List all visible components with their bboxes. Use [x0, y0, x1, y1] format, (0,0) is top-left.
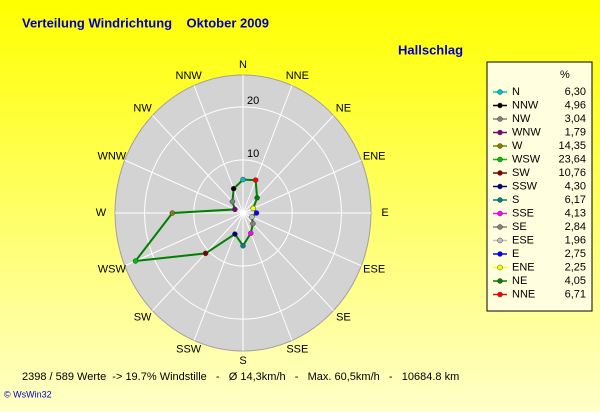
legend-swatch	[497, 116, 503, 122]
legend-value: 2,84	[565, 221, 586, 233]
direction-label: SSW	[176, 344, 202, 356]
spoke	[124, 159, 244, 214]
rose-marker	[253, 210, 260, 216]
legend-swatch	[497, 251, 503, 257]
rose-marker	[229, 198, 236, 205]
legend-label: SSW	[512, 180, 538, 192]
spoke	[152, 212, 244, 311]
legend-swatch	[497, 89, 503, 95]
legend-label: E	[512, 248, 519, 260]
direction-label: NE	[336, 102, 351, 114]
spoke	[193, 85, 244, 214]
legend-value: 4,13	[565, 207, 586, 219]
legend-swatch	[497, 156, 503, 163]
footer: 2398 / 589 Werte -> 19.7% Windstille - Ø…	[22, 371, 459, 383]
legend-value: 3,04	[565, 113, 586, 125]
legend-label: NNE	[512, 288, 535, 300]
rose-marker	[240, 242, 246, 249]
chart-subtitle: Hallschlag	[398, 42, 463, 57]
direction-label: NW	[133, 102, 152, 114]
legend-label: SSE	[512, 207, 534, 219]
legend-swatch	[497, 278, 503, 284]
rose-marker	[240, 176, 246, 183]
spoke	[124, 212, 244, 267]
spoke	[152, 115, 244, 214]
legend-value: 2,25	[565, 261, 586, 273]
legend-value: 10,76	[558, 167, 586, 179]
credit: © WsWin32	[4, 389, 52, 399]
rose-marker	[232, 231, 238, 237]
legend-label: WSW	[512, 153, 541, 165]
direction-label: NNE	[286, 70, 309, 82]
legend-value: 14,35	[558, 140, 586, 152]
legend-label: SW	[512, 167, 530, 179]
legend-header: %	[560, 69, 570, 81]
direction-label: SSE	[286, 344, 308, 356]
direction-label: SW	[134, 312, 152, 324]
legend-value: 1,96	[565, 234, 586, 246]
legend-value: 6,30	[565, 86, 586, 98]
legend-swatch	[497, 210, 503, 217]
rose-marker	[252, 177, 259, 183]
legend-swatch	[497, 224, 503, 230]
direction-label: SE	[336, 312, 351, 324]
direction-label: N	[239, 59, 247, 71]
rose-marker	[249, 214, 255, 220]
legend-value: 4,05	[565, 275, 586, 287]
spoke	[242, 159, 362, 214]
legend-swatch	[497, 170, 503, 176]
legend-label: NW	[512, 113, 531, 125]
legend-value: 1,79	[565, 126, 586, 138]
rose-marker	[230, 185, 237, 192]
r-tick-label: 20	[247, 95, 259, 107]
rose-marker	[169, 210, 176, 216]
legend-label: N	[512, 86, 520, 98]
direction-label: WSW	[98, 264, 127, 276]
direction-label: ENE	[363, 150, 386, 162]
direction-label: E	[381, 207, 388, 219]
legend-swatch	[497, 291, 503, 298]
direction-label: S	[239, 355, 246, 367]
legend-swatch	[497, 129, 503, 136]
rose-marker	[254, 195, 260, 201]
rose-marker	[202, 250, 209, 257]
direction-label: NNW	[176, 70, 203, 82]
rose-marker	[132, 258, 139, 264]
direction-label: ESE	[363, 264, 385, 276]
legend-swatch	[497, 197, 503, 203]
spoke	[242, 212, 362, 267]
legend-swatch	[497, 237, 503, 244]
legend-label: SE	[512, 221, 527, 233]
legend-swatch	[497, 102, 503, 109]
spoke	[242, 85, 293, 214]
legend-value: 4,96	[565, 99, 586, 111]
legend-value: 6,17	[565, 194, 586, 206]
grid-circle	[144, 106, 342, 320]
legend-value: 6,71	[565, 288, 586, 300]
legend-label: W	[512, 140, 523, 152]
legend-swatch	[497, 143, 503, 149]
direction-label: W	[96, 207, 107, 219]
r-tick-label: 10	[247, 148, 259, 160]
legend-value: 4,30	[565, 180, 586, 192]
direction-label: WNW	[97, 150, 126, 162]
chart-title: Verteilung Windrichtung Oktober 2009	[22, 15, 269, 30]
grid-circle	[193, 159, 293, 267]
rose-marker	[250, 205, 256, 212]
spoke	[242, 212, 334, 311]
legend-label: ESE	[512, 234, 534, 246]
legend-label: NE	[512, 275, 527, 287]
legend-label: NNW	[512, 99, 539, 111]
rose-marker	[232, 206, 238, 213]
legend-label: WNW	[512, 126, 541, 138]
rose-marker	[248, 230, 254, 237]
rose-marker	[250, 220, 256, 227]
legend-label: S	[512, 194, 519, 206]
legend-label: ENE	[512, 261, 535, 273]
legend-value: 23,64	[558, 153, 586, 165]
legend-swatch	[497, 264, 503, 271]
legend-swatch	[497, 183, 503, 190]
legend-value: 2,75	[565, 248, 586, 260]
